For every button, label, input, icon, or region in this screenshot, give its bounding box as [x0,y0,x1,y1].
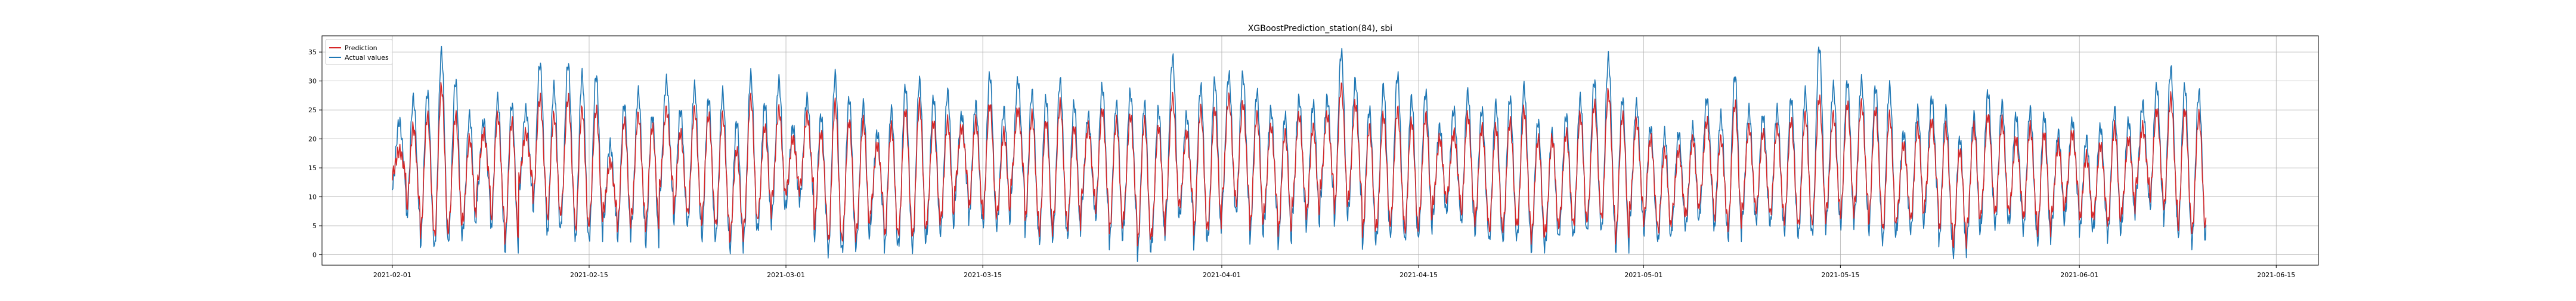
x-tick-label: 2021-06-15 [2257,271,2295,279]
legend: Prediction Actual values [325,39,393,65]
plot-frame [321,35,2319,266]
y-tick-label: 25 [308,106,317,114]
x-tick-label: 2021-04-15 [1400,271,1438,279]
y-tick-label: 0 [312,251,317,259]
x-tick-label: 2021-06-01 [2060,271,2098,279]
chart-title: XGBoostPrediction_station(84), sbi [1248,24,1392,33]
x-tick-label: 2021-04-01 [1203,271,1241,279]
x-tick-label: 2021-05-15 [1821,271,1859,279]
y-tick-label: 5 [312,222,317,230]
x-tick-label: 2021-03-01 [767,271,805,279]
y-tick-label: 10 [308,194,317,201]
x-tick-label: 2021-03-15 [964,271,1002,279]
series-line-prediction [392,82,2207,249]
legend-label: Prediction [345,44,377,52]
x-tick-label: 2021-02-15 [570,271,608,279]
y-axis: 0 5 10 15 20 25 30 35 [308,48,322,259]
x-tick-label: 2021-05-01 [1624,271,1662,279]
series-line-actual-values [392,45,2207,262]
x-tick-label: 2021-02-01 [373,271,411,279]
series-lines [392,45,2207,262]
y-tick-label: 20 [308,136,317,143]
y-tick-label: 15 [308,164,317,172]
legend-box [325,39,393,65]
x-axis: 2021-02-01 2021-02-15 2021-03-01 2021-03-15… [373,265,2295,279]
legend-label: Actual values [345,54,389,62]
y-tick-label: 35 [308,48,317,56]
y-tick-label: 30 [308,78,317,85]
